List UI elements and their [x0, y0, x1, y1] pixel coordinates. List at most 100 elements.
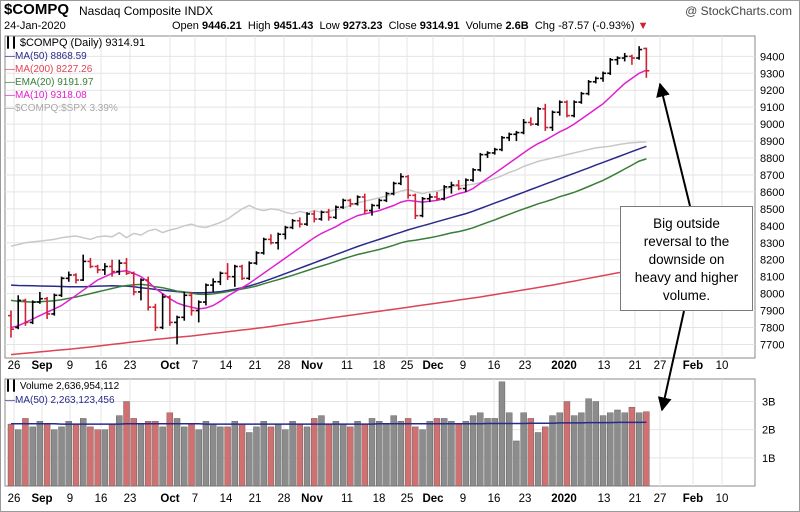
volume-bar	[79, 418, 87, 487]
ohlc-bar	[275, 232, 282, 250]
ohlc-bar	[29, 300, 36, 325]
close-value: 9314.91	[419, 20, 460, 32]
volume-bar	[22, 418, 29, 487]
volume-bar	[498, 381, 506, 487]
volume-bar	[173, 418, 181, 487]
ohlc-bar	[210, 278, 217, 292]
price-tick-label: 8100	[760, 272, 784, 284]
price-x-tick-label: 9	[460, 360, 466, 372]
volume-bar	[195, 429, 202, 487]
volume-bar	[635, 412, 643, 487]
open-label: Open	[172, 20, 199, 32]
volume-bar	[29, 426, 36, 487]
ohlc-bar	[224, 263, 231, 281]
volume-bar	[513, 440, 520, 487]
ohlc-bar	[513, 130, 520, 142]
ohlc-bar	[491, 147, 498, 155]
price-x-tick-label: 18	[373, 360, 386, 372]
ohlc-bar	[152, 303, 159, 331]
volume-bar	[491, 418, 498, 487]
legend-ma200: —MA(200) 8227.26	[5, 64, 93, 75]
ohlc-bar	[282, 225, 289, 240]
legend-title: ┃​┃ $COMPQ (Daily) 9314.91	[5, 37, 145, 49]
price-tick-label: 8500	[760, 204, 784, 216]
change-down-arrow-icon: ▼	[637, 20, 649, 32]
ohlc-bar	[51, 293, 58, 316]
ohlc-bar	[383, 191, 390, 203]
price-tick-label: 9200	[760, 85, 784, 97]
volume-bar	[94, 429, 101, 487]
ma200-line	[10, 254, 647, 356]
volume-bar	[325, 423, 332, 487]
chart-type-icon: ┃​┃	[5, 38, 18, 49]
volume-x-tick-label: Sep	[31, 493, 52, 505]
price-tick-label: 9000	[760, 119, 784, 131]
ohlc-bar	[549, 110, 556, 131]
volume-bar	[87, 426, 94, 487]
ohlc-bar	[123, 258, 130, 275]
ohlc-bar	[340, 198, 347, 209]
legend-volume: ┃┃ Volume 2,636,954,112	[5, 381, 119, 392]
ohlc-bar	[87, 258, 94, 269]
chart-date: 24-Jan-2020	[4, 20, 66, 32]
volume-x-tick-label: 11	[341, 493, 353, 505]
volume-bar	[166, 412, 174, 487]
price-tick-label: 8700	[760, 170, 784, 182]
ohlc-bar	[8, 310, 14, 338]
volume-bar	[130, 418, 137, 487]
annotation-callout: Big outside reversal to the downside on …	[620, 206, 753, 311]
price-x-tick-label: 23	[519, 360, 532, 372]
price-tick-label: 8000	[760, 289, 784, 301]
ohlc-bar	[412, 193, 419, 220]
ohlc-bar	[246, 261, 253, 281]
legend-ma50-label: MA(50) 8868.59	[15, 51, 87, 62]
volume-bar	[621, 412, 628, 487]
volume-bar	[253, 426, 260, 487]
ohlc-bar	[361, 193, 368, 214]
volume-x-tick-label: 9	[67, 493, 73, 505]
legend-ema20: —EMA(20) 9191.97	[5, 77, 94, 88]
ohlc-bar	[542, 103, 549, 131]
volume-bar	[296, 423, 303, 487]
price-x-tick-label: 27	[654, 360, 667, 372]
ohlc-bar	[441, 185, 448, 201]
price-x-tick-label: 11	[341, 360, 353, 372]
volume-bar	[578, 412, 585, 487]
price-x-tick-label: 21	[629, 360, 642, 372]
volume-x-tick-label: 18	[373, 493, 386, 505]
ohlc-bar	[354, 195, 361, 206]
volume-x-tick-label: 16	[95, 493, 108, 505]
low-value: 9273.23	[342, 20, 383, 32]
volume-bar	[412, 426, 419, 487]
volume-x-tick-label: 14	[220, 493, 233, 505]
volume-bar	[332, 421, 340, 487]
annotation-arrow-volume	[657, 310, 685, 412]
volume-value: 2.6B	[505, 20, 529, 32]
ohlc-bar	[419, 197, 426, 218]
ohlc-bar	[332, 205, 339, 220]
volume-bar	[462, 421, 470, 487]
volume-bar	[534, 432, 542, 487]
ohlc-bar	[462, 178, 469, 192]
volume-bar	[188, 423, 195, 487]
brand-watermark: @ StockCharts.com	[685, 4, 792, 18]
volume-x-tick-label: Feb	[683, 493, 703, 505]
ohlc-bar	[527, 117, 534, 126]
volume-x-tick-label: 23	[519, 493, 532, 505]
annotation-line: downside on	[648, 252, 725, 267]
volume-bar	[152, 421, 159, 487]
ohlc-bar	[239, 264, 246, 281]
ohlc-bar	[145, 276, 152, 311]
ohlc-bar	[260, 237, 267, 255]
volume-x-tick-label: 9	[460, 493, 466, 505]
price-tick-label: 7800	[760, 322, 784, 334]
ohlc-bar	[484, 151, 491, 159]
high-value: 9451.43	[273, 20, 314, 32]
volume-bar	[51, 429, 58, 487]
volume-label: Volume	[465, 20, 503, 32]
volume-bar	[505, 412, 513, 487]
volume-bar	[7, 423, 15, 487]
ohlc-bar	[520, 119, 527, 135]
volume-bar	[231, 421, 239, 487]
